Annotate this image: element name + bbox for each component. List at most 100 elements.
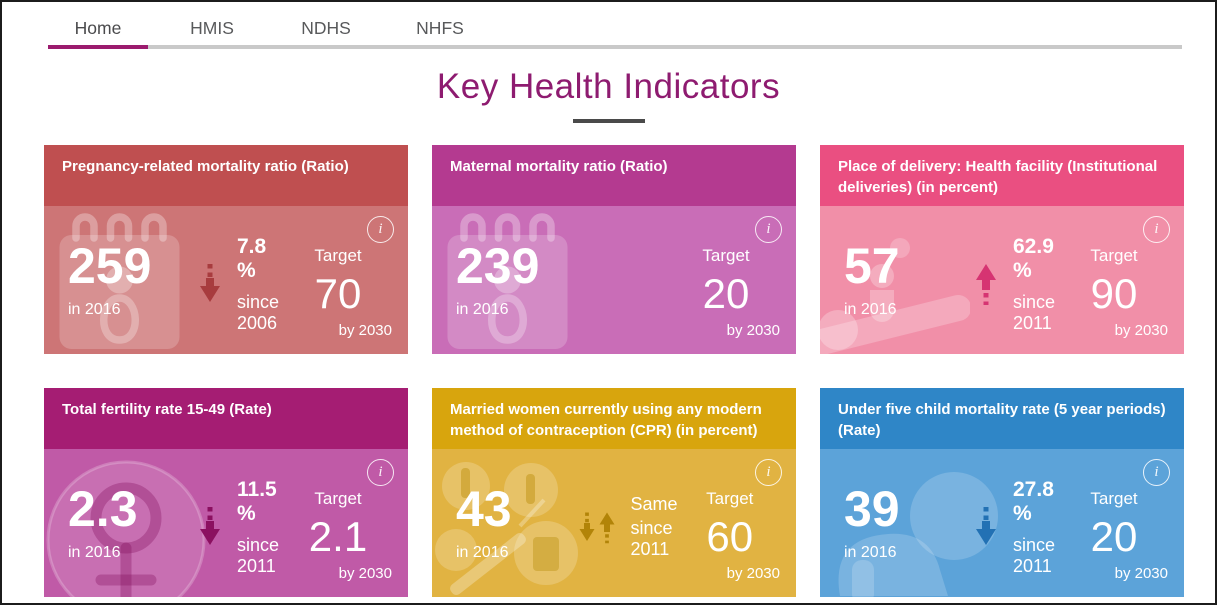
- info-glyph: i: [1154, 464, 1159, 480]
- indicator-value: 259: [68, 238, 152, 294]
- card-body: i 57 in 2016 62.9 % since 2011: [820, 206, 1184, 354]
- target-period: by 2030: [338, 321, 392, 339]
- target-value: 20: [1090, 512, 1138, 560]
- cards-grid: Pregnancy-related mortality ratio (Ratio…: [44, 145, 1184, 597]
- change-period: since 2011: [630, 518, 673, 559]
- change-block: 27.8 % since 2011: [970, 457, 1058, 597]
- change-text: Same since 2011: [631, 494, 678, 560]
- target-period: by 2030: [726, 321, 780, 339]
- info-glyph: i: [1154, 221, 1159, 237]
- indicator-period: in 2016: [68, 301, 121, 318]
- card-body: i 239 in 2016 Target 20 by 2030: [432, 206, 796, 354]
- change-value: Same: [630, 494, 678, 514]
- change-block: 62.9 % since 2011: [970, 214, 1058, 354]
- change-period: since 2006: [237, 291, 280, 333]
- trend-down-icon: [974, 505, 998, 549]
- info-icon[interactable]: i: [367, 216, 394, 243]
- trend-down-icon: [198, 262, 222, 306]
- card-contraception-cpr: Married women currently using any modern…: [432, 388, 796, 597]
- indicator-period: in 2016: [844, 544, 897, 561]
- info-glyph: i: [378, 464, 383, 480]
- target-label: Target: [702, 245, 750, 265]
- value-block: 39 in 2016: [844, 449, 970, 597]
- target-label: Target: [314, 488, 362, 508]
- change-text: 11.5 % since 2011: [237, 478, 282, 577]
- target-value: 90: [1090, 269, 1138, 317]
- change-period: since 2011: [237, 534, 280, 576]
- target-label: Target: [706, 488, 754, 508]
- card-place-of-delivery: Place of delivery: Health facility (Inst…: [820, 145, 1184, 354]
- indicator-value: 239: [456, 238, 540, 294]
- card-body: i 39 in 2016 27.8 % since 2011: [820, 449, 1184, 597]
- card-body: i 2.3 in 2016 11.5 % since 2011: [44, 449, 408, 597]
- trend-down-icon: [198, 505, 222, 549]
- change-period: since 2011: [1013, 534, 1056, 576]
- tab-home[interactable]: Home: [48, 14, 148, 49]
- info-icon[interactable]: i: [367, 459, 394, 486]
- card-pregnancy-mortality: Pregnancy-related mortality ratio (Ratio…: [44, 145, 408, 354]
- target-value: 70: [314, 269, 362, 317]
- tab-ndhs[interactable]: NDHS: [301, 18, 351, 38]
- card-total-fertility: Total fertility rate 15-49 (Rate) i: [44, 388, 408, 597]
- change-block: Same since 2011: [574, 457, 678, 597]
- target-period: by 2030: [726, 564, 780, 582]
- card-header: Maternal mortality ratio (Ratio): [432, 145, 796, 206]
- target-label: Target: [314, 245, 362, 265]
- card-header: Place of delivery: Health facility (Inst…: [820, 145, 1184, 206]
- card-header: Married women currently using any modern…: [432, 388, 796, 449]
- change-block: 7.8 % since 2006: [194, 214, 282, 354]
- trend-up-icon: [974, 262, 998, 306]
- info-glyph: i: [378, 221, 383, 237]
- change-value: 7.8 %: [237, 234, 267, 282]
- card-title: Maternal mortality ratio (Ratio): [450, 158, 668, 175]
- top-nav: Home HMIS NDHS NHFS: [48, 14, 1182, 49]
- target-block: Target 90 by 2030: [1058, 206, 1170, 354]
- change-value: 11.5 %: [237, 477, 277, 525]
- target-period: by 2030: [1114, 321, 1168, 339]
- target-period: by 2030: [338, 564, 392, 582]
- card-under-five-mortality: Under five child mortality rate (5 year …: [820, 388, 1184, 597]
- card-body: i 43 in 2016 Same since 2011 Ta: [432, 449, 796, 597]
- target-block: Target 20 by 2030: [1058, 449, 1170, 597]
- trend-same-icon: [578, 509, 616, 546]
- value-block: 57 in 2016: [844, 206, 970, 354]
- indicator-period: in 2016: [456, 301, 509, 318]
- title-underline: [572, 119, 645, 123]
- change-value: 62.9 %: [1013, 234, 1054, 282]
- tab-nhfs[interactable]: NHFS: [416, 18, 464, 38]
- card-title: Total fertility rate 15-49 (Rate): [62, 401, 272, 418]
- info-icon[interactable]: i: [1143, 459, 1170, 486]
- value-block: 2.3 in 2016: [68, 449, 194, 597]
- card-maternal-mortality: Maternal mortality ratio (Ratio) i 239: [432, 145, 796, 354]
- info-icon[interactable]: i: [755, 459, 782, 486]
- card-header: Under five child mortality rate (5 year …: [820, 388, 1184, 449]
- page-title: Key Health Indicators: [436, 67, 781, 106]
- change-text: 27.8 % since 2011: [1013, 478, 1058, 577]
- indicator-value: 43: [456, 481, 512, 537]
- change-period: since 2011: [1013, 291, 1056, 333]
- card-title: Place of delivery: Health facility (Inst…: [838, 158, 1158, 196]
- info-icon[interactable]: i: [755, 216, 782, 243]
- target-block: Target 60 by 2030: [678, 449, 782, 597]
- tab-hmis[interactable]: HMIS: [190, 18, 234, 38]
- card-body: i 259 in 2016 7.8 % since 2006: [44, 206, 408, 354]
- nav-tabs: Home HMIS NDHS NHFS: [48, 14, 1182, 49]
- value-block: 43 in 2016: [456, 449, 574, 597]
- value-block: 239 in 2016: [456, 206, 582, 354]
- change-text: 62.9 % since 2011: [1013, 235, 1058, 334]
- target-label: Target: [1090, 488, 1138, 508]
- change-text: 7.8 % since 2006: [237, 235, 282, 334]
- target-block: Target 70 by 2030: [282, 206, 394, 354]
- target-block: Target 2.1 by 2030: [282, 449, 394, 597]
- target-value: 2.1: [308, 512, 368, 560]
- value-block: 259 in 2016: [68, 206, 194, 354]
- indicator-period: in 2016: [456, 544, 509, 561]
- card-header: Pregnancy-related mortality ratio (Ratio…: [44, 145, 408, 206]
- indicator-period: in 2016: [68, 544, 121, 561]
- info-glyph: i: [766, 464, 771, 480]
- info-glyph: i: [766, 221, 771, 237]
- info-icon[interactable]: i: [1143, 216, 1170, 243]
- indicator-value: 2.3: [68, 481, 138, 537]
- change-value: 27.8 %: [1013, 477, 1054, 525]
